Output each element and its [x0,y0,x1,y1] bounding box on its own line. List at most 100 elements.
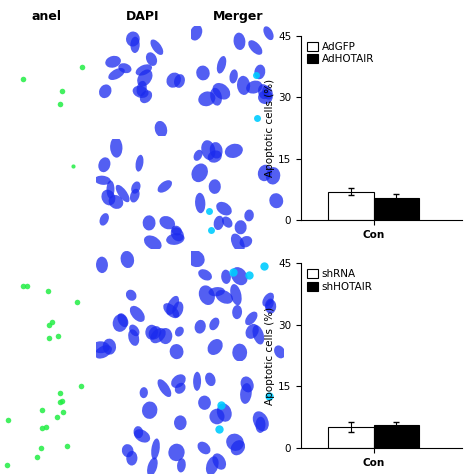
Ellipse shape [130,36,140,53]
Ellipse shape [210,318,219,330]
Ellipse shape [134,426,143,438]
Ellipse shape [232,305,242,319]
Ellipse shape [105,56,121,68]
Ellipse shape [155,121,167,137]
Ellipse shape [172,226,182,236]
Ellipse shape [172,301,183,318]
Ellipse shape [208,150,222,163]
Ellipse shape [96,256,108,273]
Ellipse shape [231,234,245,253]
Ellipse shape [208,339,223,355]
Ellipse shape [120,251,134,268]
Ellipse shape [175,383,185,394]
Ellipse shape [130,189,140,202]
Ellipse shape [170,344,183,359]
Ellipse shape [143,215,155,230]
Ellipse shape [147,457,158,474]
Ellipse shape [253,411,269,431]
Ellipse shape [222,217,232,228]
Ellipse shape [210,409,225,424]
Text: Merger: Merger [212,10,263,23]
Ellipse shape [150,39,163,55]
Ellipse shape [221,270,231,284]
Ellipse shape [253,325,264,345]
Ellipse shape [193,150,202,161]
Ellipse shape [136,64,152,76]
Ellipse shape [146,52,157,66]
Ellipse shape [241,376,254,392]
Ellipse shape [137,81,147,96]
Legend: shRNA, shHOTAIR: shRNA, shHOTAIR [306,268,374,293]
Ellipse shape [118,63,131,73]
Text: anel: anel [32,10,62,23]
Ellipse shape [198,91,215,106]
Ellipse shape [128,329,139,346]
Ellipse shape [118,313,128,327]
Ellipse shape [226,434,244,451]
Ellipse shape [175,327,184,337]
Ellipse shape [122,444,134,457]
Ellipse shape [255,64,265,79]
Ellipse shape [163,303,179,318]
Ellipse shape [231,440,245,456]
Ellipse shape [146,325,158,340]
Ellipse shape [101,190,115,205]
Ellipse shape [171,374,186,388]
Y-axis label: Apoptotic cells (%): Apoptotic cells (%) [265,79,275,177]
Ellipse shape [113,314,128,332]
Ellipse shape [265,299,274,310]
Ellipse shape [144,236,162,250]
Ellipse shape [198,396,211,410]
Bar [374,425,419,448]
Ellipse shape [201,140,216,160]
Ellipse shape [216,202,232,216]
Ellipse shape [174,415,187,430]
Ellipse shape [134,429,150,443]
Ellipse shape [168,444,185,461]
Ellipse shape [157,379,171,397]
Text: DAPI: DAPI [126,10,159,23]
Ellipse shape [99,84,111,98]
Ellipse shape [240,383,252,404]
Ellipse shape [98,157,110,172]
Ellipse shape [166,73,181,88]
Ellipse shape [269,193,283,208]
Ellipse shape [91,341,110,353]
Ellipse shape [217,56,226,73]
Ellipse shape [130,306,145,322]
Ellipse shape [234,33,246,50]
Ellipse shape [209,287,225,296]
Ellipse shape [196,65,210,81]
Ellipse shape [133,86,148,98]
Ellipse shape [195,320,206,334]
Ellipse shape [149,326,161,339]
Ellipse shape [198,442,210,454]
Ellipse shape [166,296,179,315]
Ellipse shape [237,76,250,95]
Ellipse shape [107,181,114,199]
Ellipse shape [108,68,125,80]
Ellipse shape [110,137,122,158]
Ellipse shape [157,180,172,192]
Ellipse shape [231,267,247,285]
Ellipse shape [171,227,184,241]
Ellipse shape [232,344,247,362]
Ellipse shape [264,26,273,40]
Ellipse shape [126,451,137,465]
Ellipse shape [206,456,219,474]
Ellipse shape [262,292,274,307]
Ellipse shape [230,284,242,305]
Ellipse shape [246,81,263,93]
Ellipse shape [246,324,259,339]
Ellipse shape [140,387,148,398]
Ellipse shape [255,417,265,433]
Ellipse shape [258,91,273,104]
Ellipse shape [137,69,153,87]
Ellipse shape [265,300,276,314]
Ellipse shape [205,373,216,386]
Ellipse shape [258,84,269,99]
Ellipse shape [214,216,224,230]
Ellipse shape [174,74,185,88]
Ellipse shape [212,453,226,470]
Ellipse shape [244,210,254,221]
